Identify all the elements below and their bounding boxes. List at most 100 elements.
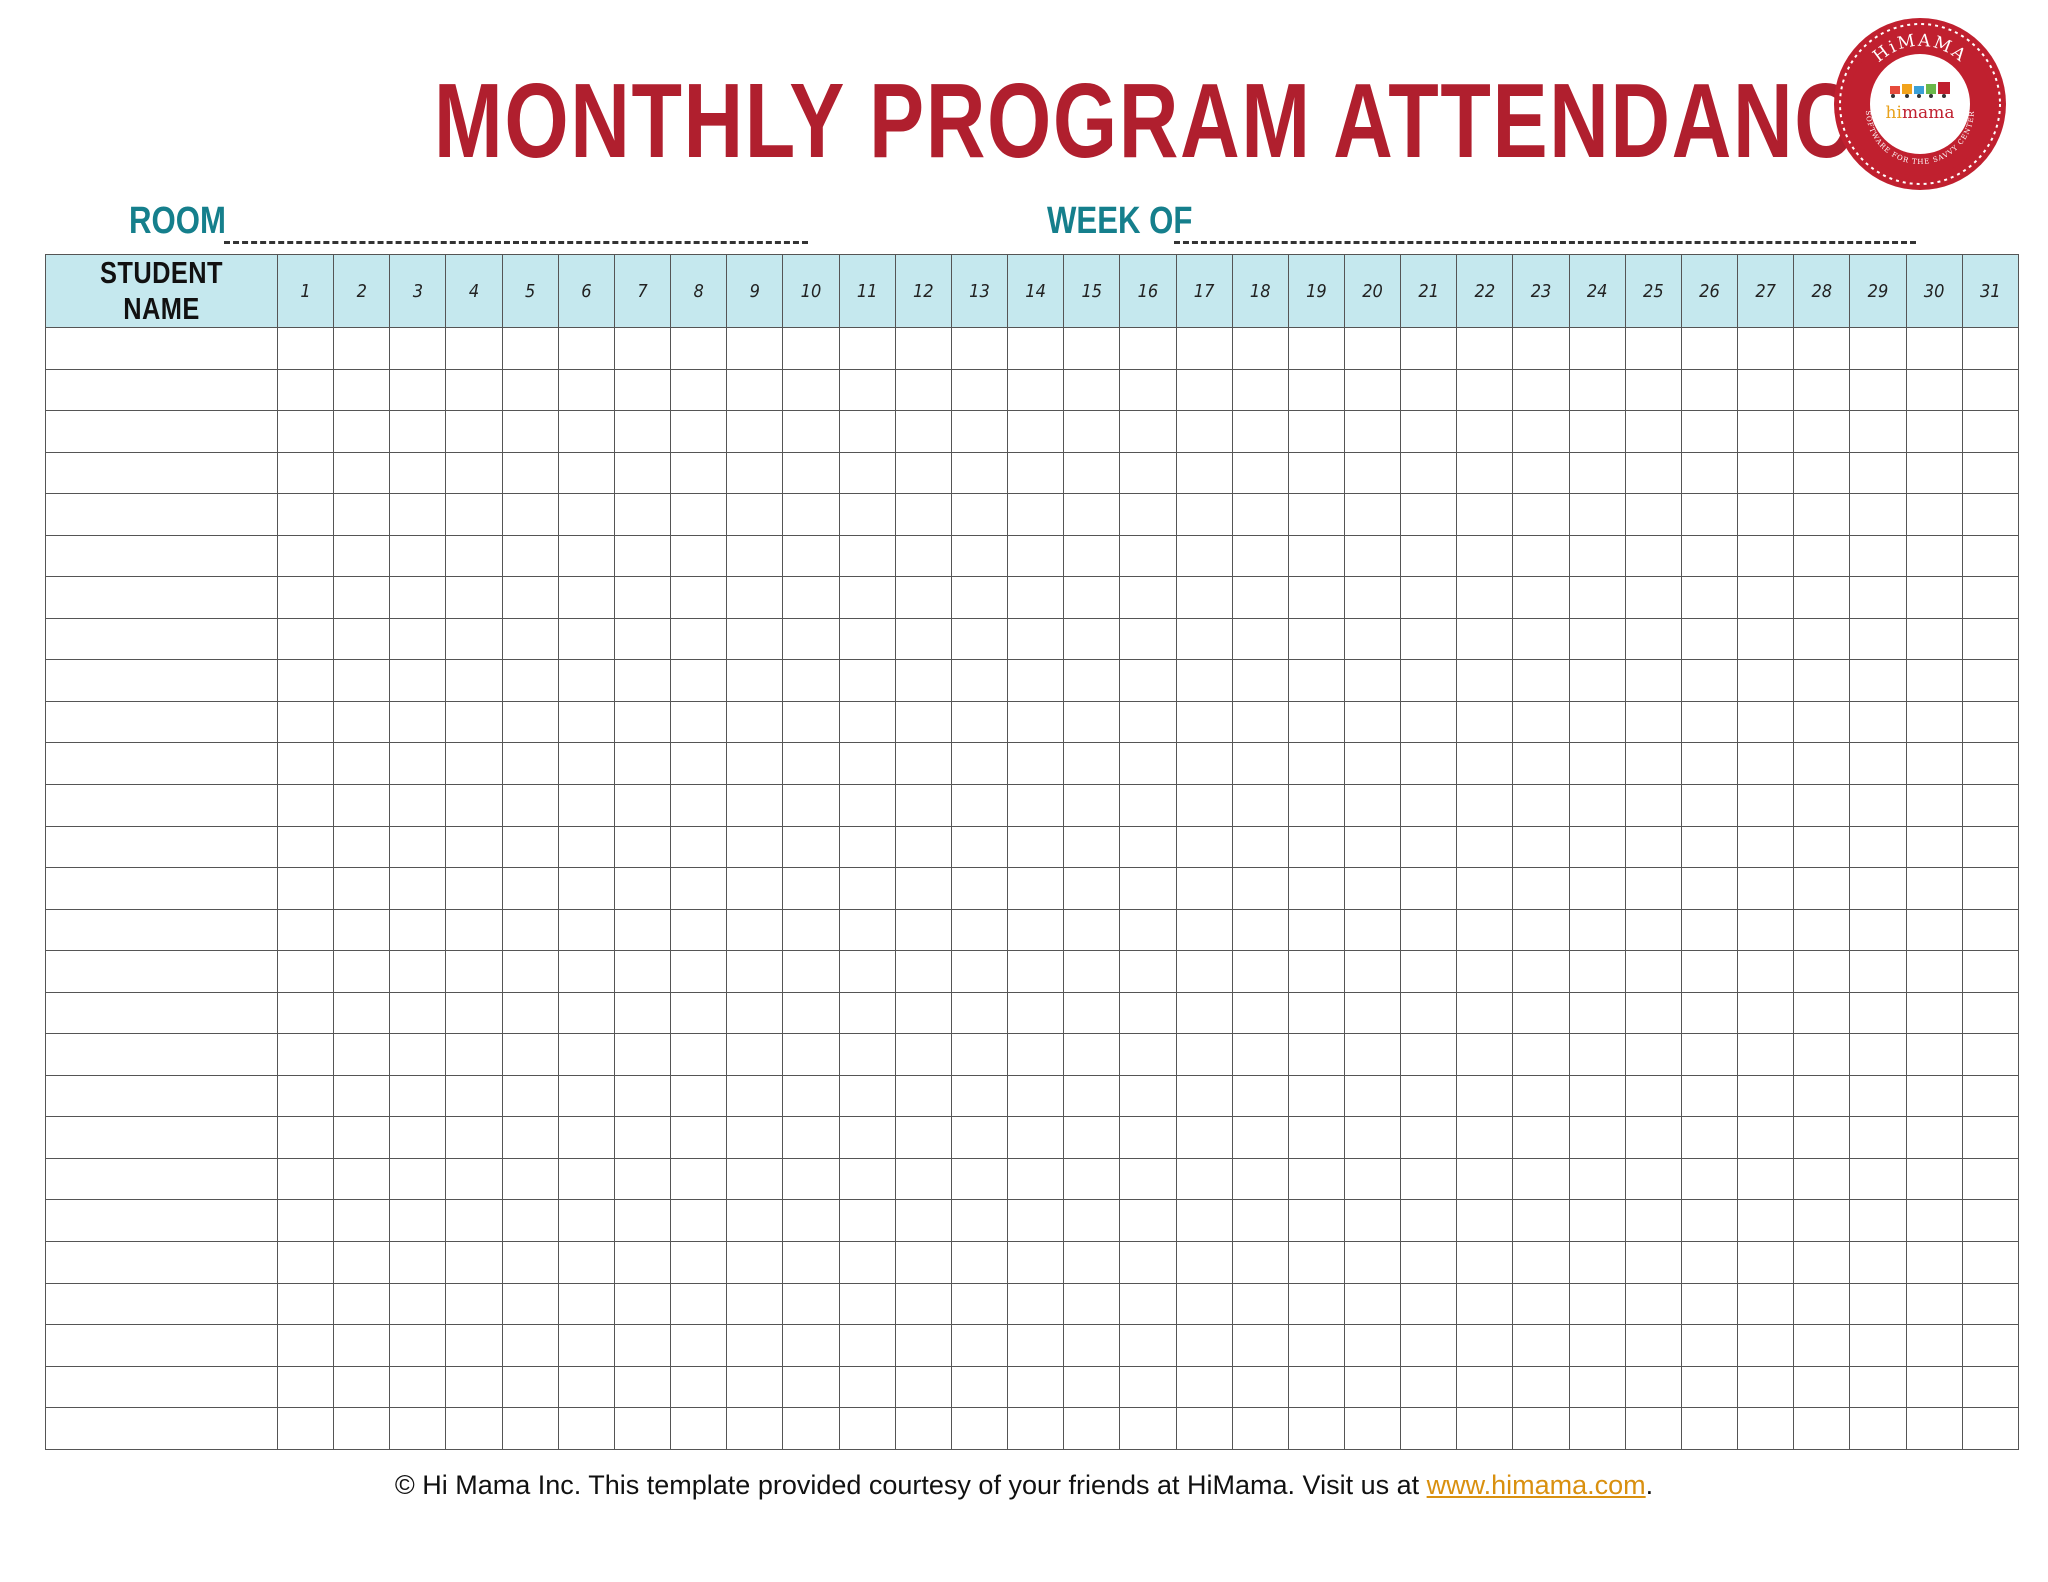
attendance-cell[interactable] bbox=[670, 1157, 728, 1201]
attendance-cell[interactable] bbox=[333, 700, 391, 744]
attendance-cell[interactable] bbox=[1063, 908, 1121, 952]
attendance-cell[interactable] bbox=[1512, 659, 1570, 702]
attendance-cell[interactable] bbox=[557, 368, 615, 412]
attendance-cell[interactable] bbox=[1007, 950, 1065, 993]
attendance-cell[interactable] bbox=[838, 410, 896, 453]
attendance-cell[interactable] bbox=[1624, 1282, 1682, 1326]
attendance-cell[interactable] bbox=[1905, 908, 1963, 952]
attendance-cell[interactable] bbox=[1231, 410, 1289, 453]
attendance-cell[interactable] bbox=[782, 1074, 840, 1118]
attendance-cell[interactable] bbox=[670, 1199, 728, 1243]
attendance-cell[interactable] bbox=[1007, 1282, 1065, 1326]
attendance-cell[interactable] bbox=[1287, 700, 1345, 744]
attendance-cell[interactable] bbox=[613, 576, 672, 619]
attendance-cell[interactable] bbox=[1793, 368, 1851, 412]
attendance-cell[interactable] bbox=[1680, 825, 1739, 869]
attendance-cell[interactable] bbox=[726, 327, 784, 370]
attendance-cell[interactable] bbox=[276, 1365, 335, 1409]
attendance-cell[interactable] bbox=[1905, 950, 1963, 993]
attendance-cell[interactable] bbox=[1568, 700, 1626, 744]
attendance-cell[interactable] bbox=[1680, 1324, 1739, 1367]
student-name-cell[interactable] bbox=[45, 576, 278, 619]
attendance-cell[interactable] bbox=[1007, 327, 1065, 370]
attendance-cell[interactable] bbox=[1568, 451, 1626, 495]
attendance-cell[interactable] bbox=[1737, 1116, 1795, 1159]
attendance-cell[interactable] bbox=[1849, 534, 1907, 578]
attendance-cell[interactable] bbox=[670, 1365, 728, 1409]
attendance-cell[interactable] bbox=[1119, 534, 1177, 578]
attendance-cell[interactable] bbox=[501, 410, 559, 453]
attendance-cell[interactable] bbox=[1343, 908, 1402, 952]
attendance-cell[interactable] bbox=[1287, 991, 1345, 1035]
attendance-cell[interactable] bbox=[333, 825, 391, 869]
attendance-cell[interactable] bbox=[1007, 1407, 1065, 1450]
attendance-cell[interactable] bbox=[838, 700, 896, 744]
attendance-cell[interactable] bbox=[333, 1407, 391, 1450]
attendance-cell[interactable] bbox=[445, 1241, 503, 1284]
attendance-cell[interactable] bbox=[1007, 1199, 1065, 1243]
attendance-cell[interactable] bbox=[1400, 368, 1458, 412]
student-name-cell[interactable] bbox=[45, 700, 278, 744]
attendance-cell[interactable] bbox=[1119, 1074, 1177, 1118]
attendance-cell[interactable] bbox=[557, 742, 615, 786]
attendance-cell[interactable] bbox=[557, 784, 615, 827]
attendance-cell[interactable] bbox=[276, 534, 335, 578]
attendance-cell[interactable] bbox=[1175, 1282, 1233, 1326]
attendance-cell[interactable] bbox=[670, 1116, 728, 1159]
attendance-cell[interactable] bbox=[1456, 1033, 1514, 1076]
attendance-cell[interactable] bbox=[782, 327, 840, 370]
attendance-cell[interactable] bbox=[726, 1033, 784, 1076]
attendance-cell[interactable] bbox=[1063, 825, 1121, 869]
attendance-cell[interactable] bbox=[1961, 576, 2020, 619]
attendance-cell[interactable] bbox=[1007, 1324, 1065, 1367]
attendance-cell[interactable] bbox=[950, 991, 1009, 1035]
attendance-cell[interactable] bbox=[894, 368, 952, 412]
attendance-cell[interactable] bbox=[1849, 700, 1907, 744]
attendance-cell[interactable] bbox=[1568, 1365, 1626, 1409]
attendance-cell[interactable] bbox=[1737, 576, 1795, 619]
attendance-cell[interactable] bbox=[1231, 327, 1289, 370]
attendance-cell[interactable] bbox=[1063, 1157, 1121, 1201]
attendance-cell[interactable] bbox=[1231, 1074, 1289, 1118]
attendance-cell[interactable] bbox=[1624, 1033, 1682, 1076]
attendance-cell[interactable] bbox=[1119, 576, 1177, 619]
attendance-cell[interactable] bbox=[1456, 576, 1514, 619]
attendance-cell[interactable] bbox=[1231, 742, 1289, 786]
attendance-cell[interactable] bbox=[389, 410, 447, 453]
attendance-cell[interactable] bbox=[445, 1033, 503, 1076]
attendance-cell[interactable] bbox=[557, 867, 615, 910]
attendance-cell[interactable] bbox=[1512, 867, 1570, 910]
attendance-cell[interactable] bbox=[389, 451, 447, 495]
attendance-cell[interactable] bbox=[613, 1033, 672, 1076]
attendance-cell[interactable] bbox=[557, 617, 615, 661]
attendance-cell[interactable] bbox=[1175, 617, 1233, 661]
attendance-cell[interactable] bbox=[1568, 991, 1626, 1035]
attendance-cell[interactable] bbox=[1737, 659, 1795, 702]
attendance-cell[interactable] bbox=[1231, 991, 1289, 1035]
attendance-cell[interactable] bbox=[557, 1241, 615, 1284]
attendance-cell[interactable] bbox=[501, 1407, 559, 1450]
attendance-cell[interactable] bbox=[1007, 493, 1065, 536]
attendance-cell[interactable] bbox=[670, 576, 728, 619]
attendance-cell[interactable] bbox=[1343, 617, 1402, 661]
attendance-cell[interactable] bbox=[389, 534, 447, 578]
attendance-cell[interactable] bbox=[838, 1282, 896, 1326]
attendance-cell[interactable] bbox=[501, 493, 559, 536]
attendance-cell[interactable] bbox=[557, 1116, 615, 1159]
attendance-cell[interactable] bbox=[1400, 1324, 1458, 1367]
attendance-cell[interactable] bbox=[1512, 1157, 1570, 1201]
attendance-cell[interactable] bbox=[1400, 784, 1458, 827]
attendance-cell[interactable] bbox=[501, 1074, 559, 1118]
attendance-cell[interactable] bbox=[1063, 1199, 1121, 1243]
attendance-cell[interactable] bbox=[782, 1365, 840, 1409]
attendance-cell[interactable] bbox=[1287, 534, 1345, 578]
attendance-cell[interactable] bbox=[950, 617, 1009, 661]
attendance-cell[interactable] bbox=[1343, 576, 1402, 619]
attendance-cell[interactable] bbox=[1568, 576, 1626, 619]
attendance-cell[interactable] bbox=[1905, 1074, 1963, 1118]
attendance-cell[interactable] bbox=[1063, 991, 1121, 1035]
attendance-cell[interactable] bbox=[1905, 1282, 1963, 1326]
attendance-cell[interactable] bbox=[1680, 451, 1739, 495]
attendance-cell[interactable] bbox=[1961, 991, 2020, 1035]
attendance-cell[interactable] bbox=[1624, 659, 1682, 702]
